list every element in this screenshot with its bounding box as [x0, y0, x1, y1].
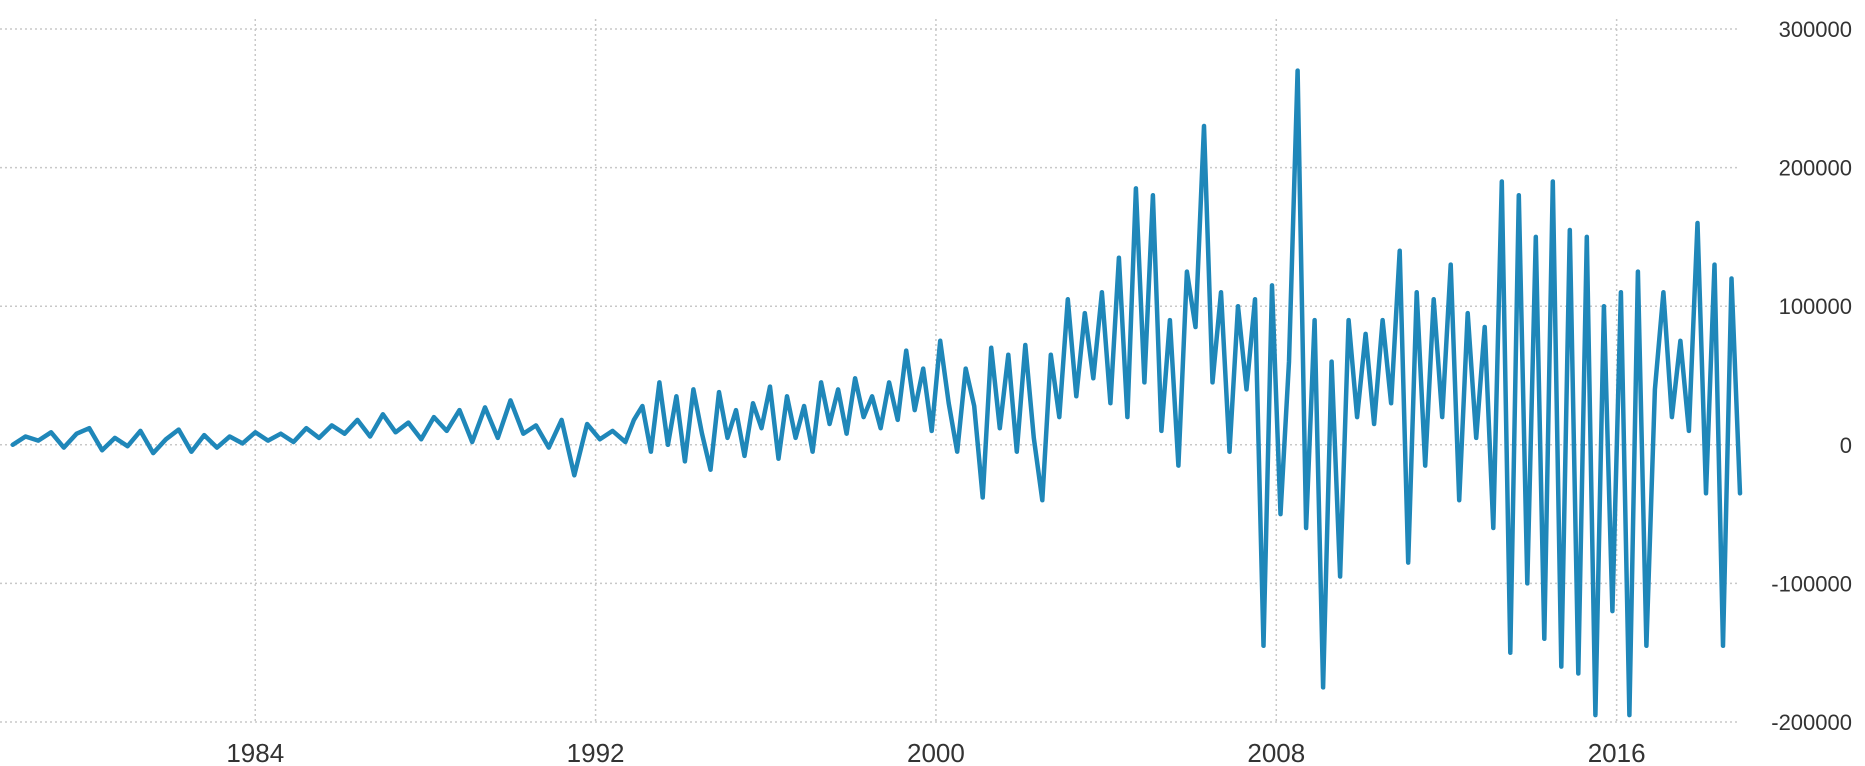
- series-lines: [10, 68, 1743, 718]
- y-tick-label: 100000: [1779, 294, 1852, 319]
- y-tick-label: 200000: [1779, 156, 1852, 181]
- x-tick-label: 2008: [1247, 738, 1305, 766]
- series-line-0: [10, 68, 1743, 718]
- x-tick-label: 1984: [226, 738, 284, 766]
- y-tick-label: 0: [1840, 433, 1852, 458]
- x-tick-label: 1992: [567, 738, 625, 766]
- gridlines: [0, 19, 1740, 723]
- x-tick-label: 2000: [907, 738, 965, 766]
- y-tick-label: -200000: [1771, 710, 1852, 735]
- y-tick-label: -100000: [1771, 571, 1852, 596]
- y-axis-tick-labels: 300000 200000 100000 0 -100000 -200000: [1771, 17, 1852, 735]
- x-tick-label: 2016: [1588, 738, 1646, 766]
- y-tick-label: 300000: [1779, 17, 1852, 42]
- x-axis-tick-labels: 1984 1992 2000 2008 2016: [226, 738, 1645, 766]
